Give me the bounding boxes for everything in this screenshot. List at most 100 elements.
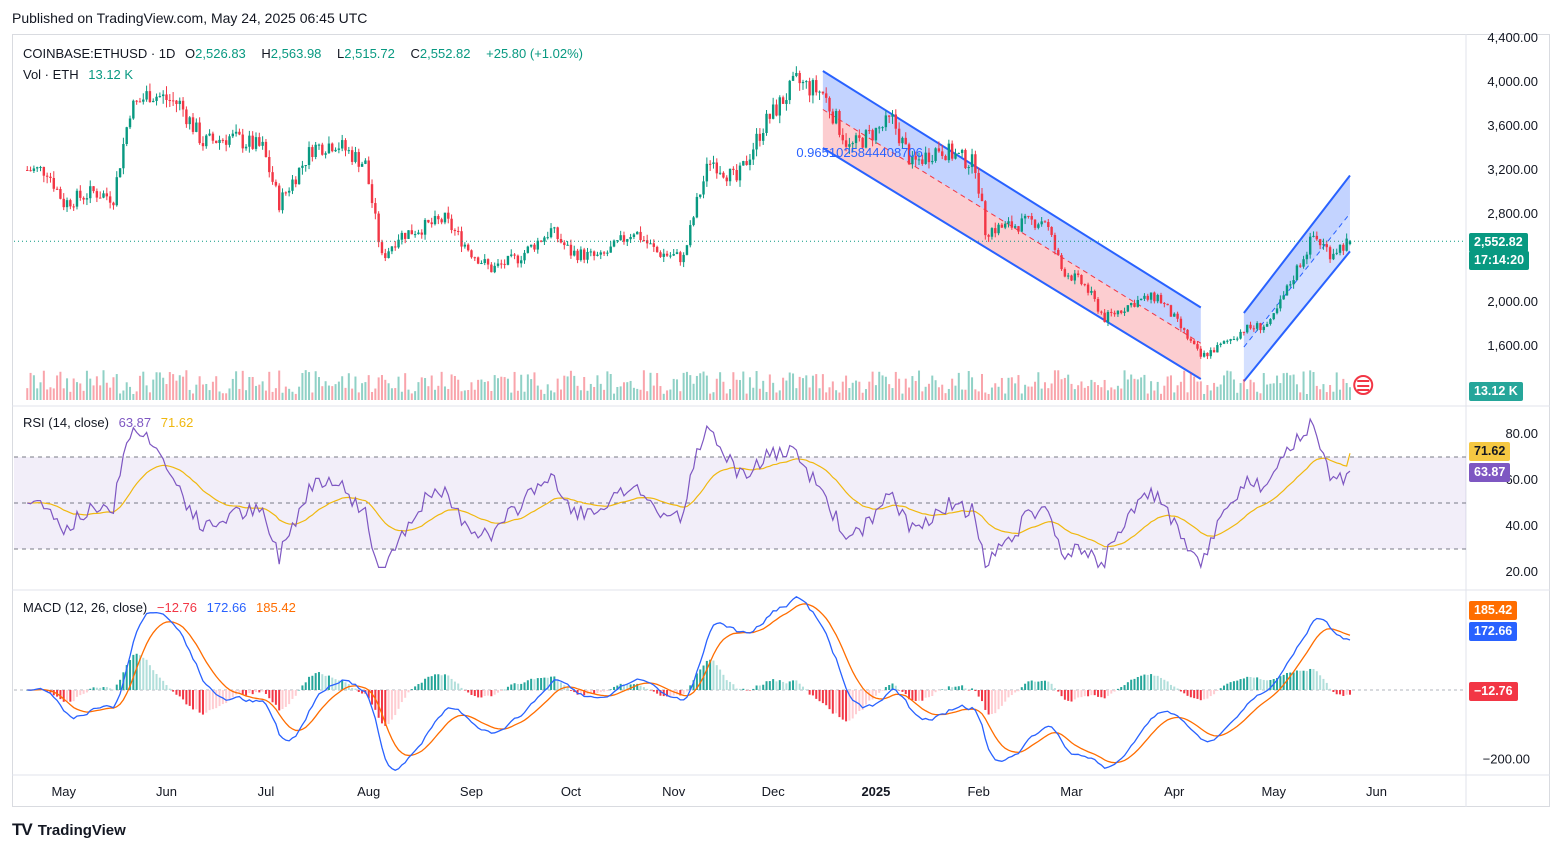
macd-hist-bar xyxy=(1083,690,1086,697)
candle-body xyxy=(987,235,990,237)
macd-hist-bar xyxy=(801,686,804,690)
volume-bar xyxy=(729,389,732,400)
macd-hist-bar xyxy=(109,688,112,690)
volume-bar xyxy=(1229,371,1232,400)
macd-hist-bar xyxy=(198,690,201,713)
volume-bar xyxy=(221,393,224,400)
volume-bar xyxy=(301,373,304,400)
volume-bar xyxy=(961,389,964,400)
macd-hist-bar xyxy=(397,690,400,709)
candle-body xyxy=(115,177,118,206)
volume-bar xyxy=(739,380,741,400)
macd-hist-bar xyxy=(135,653,138,690)
volume-bar xyxy=(463,390,466,400)
candle-body xyxy=(390,246,394,252)
volume-bar xyxy=(908,387,911,400)
candle-body xyxy=(1163,303,1166,305)
candle-body xyxy=(828,97,831,112)
macd-hist-bar xyxy=(1014,690,1017,693)
volume-bar xyxy=(490,391,493,400)
volume-bar xyxy=(725,393,728,400)
candle-body xyxy=(75,190,79,207)
macd-hist-bar xyxy=(715,665,718,690)
candle-body xyxy=(294,179,297,185)
volume-bar xyxy=(1345,382,1348,400)
candle-body xyxy=(380,242,384,254)
macd-hist-bar xyxy=(142,657,145,690)
volume-bar xyxy=(699,373,702,400)
volume-bar xyxy=(1010,377,1013,400)
macd-hist-bar xyxy=(1236,680,1239,690)
candle-body xyxy=(59,189,62,199)
candle-body xyxy=(878,127,881,129)
volume-bar xyxy=(984,392,987,400)
macd-hist-bar xyxy=(487,690,490,696)
candle-body xyxy=(636,231,639,235)
volume-bar xyxy=(533,372,536,400)
macd-hist-bar xyxy=(1246,676,1249,690)
candle-body xyxy=(1262,326,1265,331)
volume-bar xyxy=(1199,381,1202,400)
candle-body xyxy=(145,91,148,100)
candle-body xyxy=(1004,223,1007,228)
candle-body xyxy=(808,81,811,96)
candle-body xyxy=(476,257,480,264)
candle-body xyxy=(844,140,848,147)
candle-body xyxy=(1080,275,1083,285)
volume-bar xyxy=(788,372,791,400)
time-tick-label: Mar xyxy=(1060,784,1083,799)
candle-body xyxy=(891,114,894,117)
macd-hist-bar xyxy=(1067,690,1070,701)
candle-body xyxy=(712,162,715,164)
volume-bar xyxy=(669,389,672,400)
macd-hist-bar xyxy=(188,690,191,706)
volume-bar xyxy=(62,388,65,400)
macd-hist-bar xyxy=(271,690,274,703)
candle-body xyxy=(188,117,191,125)
macd-hist-bar xyxy=(1150,674,1153,690)
volume-bar xyxy=(407,389,410,400)
candle-body xyxy=(69,200,72,207)
volume-bar xyxy=(374,388,377,400)
macd-hist-bar xyxy=(145,659,148,690)
macd-hist-bar xyxy=(1193,690,1196,699)
candle-body xyxy=(92,186,95,192)
candle-body xyxy=(122,144,125,169)
macd-hist-bar xyxy=(732,684,735,690)
macd-hist-bar xyxy=(1226,683,1229,690)
macd-hist-bar xyxy=(798,683,801,690)
candle-body xyxy=(1113,312,1116,315)
volume-bar xyxy=(1232,379,1235,400)
volume-bar xyxy=(427,386,430,400)
volume-bar xyxy=(553,392,556,400)
macd-hist-bar xyxy=(324,675,327,690)
candle-body xyxy=(443,212,447,223)
volume-bar xyxy=(132,393,135,400)
candle-body xyxy=(1076,273,1080,276)
time-tick-label: Jun xyxy=(1366,784,1387,799)
candle-body xyxy=(914,155,917,160)
volume-bar xyxy=(105,382,108,400)
descending-channel-upper-fill xyxy=(822,71,1201,344)
volume-bar xyxy=(768,374,771,400)
macd-hist-bar xyxy=(891,683,894,690)
candle-body xyxy=(102,193,105,198)
candle-body xyxy=(1133,302,1136,307)
volume-bar xyxy=(437,385,440,400)
volume-bar xyxy=(619,386,622,400)
volume-bar xyxy=(855,380,858,400)
candle-body xyxy=(1259,323,1262,331)
volume-bar xyxy=(460,391,463,400)
candle-body xyxy=(158,96,162,98)
close-value: C2,552.82 xyxy=(410,46,471,61)
volume-bar xyxy=(241,370,244,400)
macd-hist-bar xyxy=(795,680,798,690)
volume-bar xyxy=(1242,379,1245,400)
candle-body xyxy=(1033,219,1037,228)
volume-bar xyxy=(361,383,364,400)
macd-hist-bar xyxy=(818,690,821,702)
macd-hist-bar xyxy=(1295,670,1298,690)
macd-hist-bar xyxy=(274,690,277,705)
candle-body xyxy=(689,225,692,246)
